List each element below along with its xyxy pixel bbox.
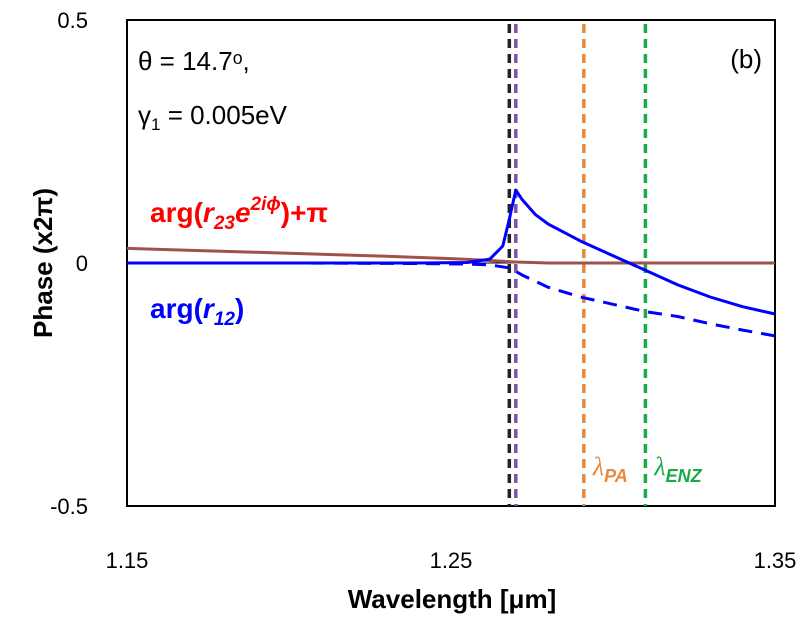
label-part: r xyxy=(203,293,216,324)
y-tick-label: 0.5 xyxy=(57,8,88,33)
label-part: )+π xyxy=(281,197,328,228)
series-curves xyxy=(126,188,776,338)
label-part: e xyxy=(235,197,251,228)
panel-label: (b) xyxy=(730,44,762,74)
series-line-0 xyxy=(126,246,775,265)
x-tick-label: 1.15 xyxy=(106,548,149,573)
series-line-2 xyxy=(127,261,776,338)
gamma-value: = 0.005eV xyxy=(160,100,287,130)
x-axis-title: Wavelength [μm] xyxy=(348,584,557,614)
x-tick-label: 1.25 xyxy=(430,548,473,573)
vline-label-symbol: λ xyxy=(592,452,604,481)
vertical-markers xyxy=(507,24,648,506)
theta-annotation: θ = 14.7ᵒ, xyxy=(138,46,250,76)
y-tick-label: -0.5 xyxy=(50,494,88,519)
gamma-subscript: 1 xyxy=(151,115,160,134)
series-label-arg-r12: arg(r12) xyxy=(150,293,244,330)
vline-label-subscript: ENZ xyxy=(666,466,703,486)
vline-label-2: λPA xyxy=(592,452,628,486)
vline-label-subscript: PA xyxy=(604,466,628,486)
x-tick-label: 1.35 xyxy=(754,548,797,573)
series-label-arg-r23: arg(r23e2iϕ)+π xyxy=(150,194,328,234)
label-subscript: 23 xyxy=(213,213,236,234)
vline-label-3: λENZ xyxy=(653,452,702,486)
vertical-marker-labels: λPA λENZ xyxy=(592,452,703,486)
label-part: r xyxy=(203,197,216,228)
label-subscript: 12 xyxy=(214,309,236,330)
gamma-annotation: γ1 = 0.005eV xyxy=(138,100,288,134)
y-tick-label: 0 xyxy=(76,251,88,276)
label-superscript: 2iϕ xyxy=(250,194,281,215)
label-part: arg( xyxy=(150,293,204,324)
label-part: ) xyxy=(235,293,244,324)
y-axis-title: Phase (x2π) xyxy=(28,188,58,338)
label-part: arg( xyxy=(150,197,204,228)
gamma-symbol: γ xyxy=(138,100,151,130)
vline-label-symbol: λ xyxy=(653,452,665,481)
